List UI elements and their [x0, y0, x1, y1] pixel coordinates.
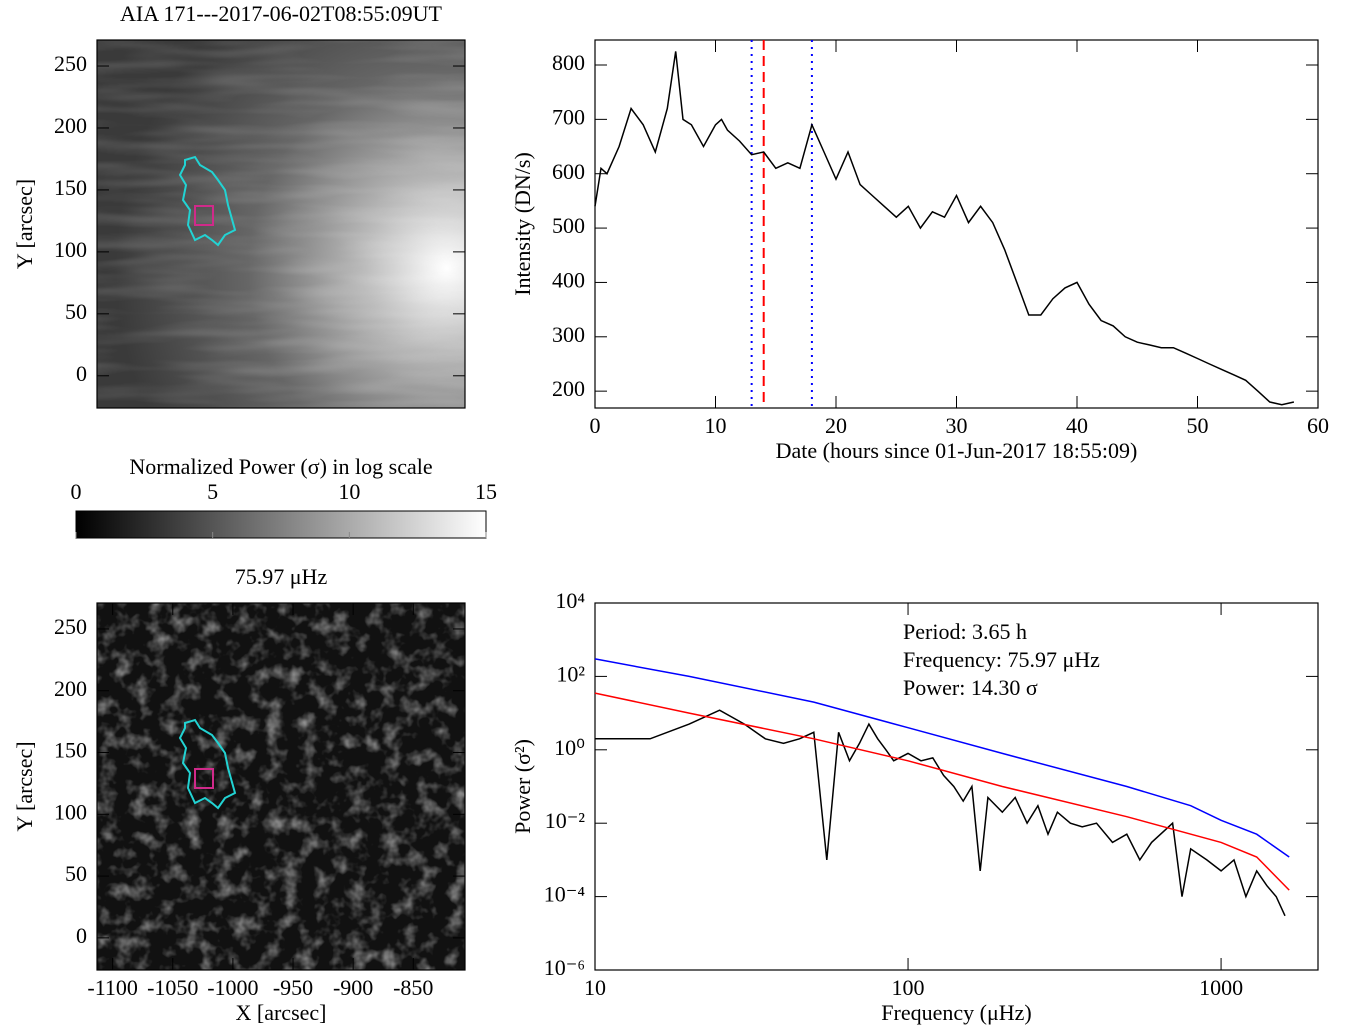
y-tick-label: 250: [54, 614, 87, 639]
region-overlay: [178, 155, 237, 247]
y-tick-label: 700: [552, 104, 585, 129]
x-tick-label: 10: [705, 413, 727, 438]
contour: [178, 155, 237, 247]
box: [194, 768, 214, 789]
y-axis-label: Intensity (DN/s): [510, 152, 535, 296]
y-tick-label: 10⁻⁶: [544, 955, 585, 980]
x-tick-label: 0: [590, 413, 601, 438]
y-tick-label: 200: [552, 376, 585, 401]
annotation: Frequency: 75.97 μHz: [903, 647, 1100, 672]
x-tick-label: 1000: [1199, 975, 1243, 1000]
y-tick-label: 200: [54, 676, 87, 701]
colorbar-tick-label: 15: [475, 479, 497, 504]
image-texture: [97, 40, 465, 408]
y-tick-label: 10⁻⁴: [544, 882, 586, 907]
y-tick-label: 150: [54, 738, 87, 763]
y-tick-label: 10⁴: [555, 588, 585, 613]
y-axis-label: Y [arcsec]: [12, 179, 37, 269]
x-tick-label: 10: [584, 975, 606, 1000]
frame: [594, 39, 1319, 409]
y-tick-label: 150: [54, 175, 87, 200]
y-tick-label: 50: [65, 861, 87, 886]
x-tick-label: -850: [393, 975, 433, 1000]
colorbar: [75, 510, 487, 539]
panel-title: 75.97 μHz: [235, 564, 328, 589]
x-tick-label: -950: [273, 975, 313, 1000]
y-tick-label: 100: [54, 237, 87, 262]
y-tick-label: 500: [552, 213, 585, 238]
y-tick-label: 10²: [556, 661, 585, 686]
x-tick-label: -900: [333, 975, 373, 1000]
x-tick-label: -1100: [87, 975, 138, 1000]
data-line: [594, 658, 1290, 858]
panel-title: AIA 171---2017-06-02T08:55:09UT: [120, 1, 443, 26]
y-tick-label: 600: [552, 159, 585, 184]
y-tick-label: 300: [552, 322, 585, 347]
x-tick-label: 20: [825, 413, 847, 438]
y-tick-label: 10⁻²: [545, 808, 586, 833]
region-overlay: [178, 718, 237, 810]
colorbar-tick-label: 0: [71, 479, 82, 504]
y-axis-label: Y [arcsec]: [12, 741, 37, 831]
y-tick-label: 0: [76, 361, 87, 386]
x-tick-label: -1050: [147, 975, 198, 1000]
y-tick-label: 400: [552, 267, 585, 292]
contour: [178, 718, 237, 810]
y-tick-label: 10⁰: [554, 735, 585, 760]
colorbar-title: Normalized Power (σ) in log scale: [129, 454, 432, 479]
y-tick-label: 100: [54, 799, 87, 824]
y-tick-label: 200: [54, 113, 87, 138]
y-tick-label: 0: [76, 923, 87, 948]
x-tick-label: -1000: [207, 975, 258, 1000]
x-tick-label: 100: [892, 975, 925, 1000]
x-tick-label: 30: [946, 413, 968, 438]
y-tick-label: 250: [54, 51, 87, 76]
x-tick-label: 40: [1066, 413, 1088, 438]
frame: [96, 39, 466, 409]
y-tick-label: 50: [65, 299, 87, 324]
y-axis-label: Power (σ²): [510, 739, 535, 834]
colorbar-tick-label: 10: [338, 479, 360, 504]
frame: [96, 602, 466, 971]
x-tick-label: 60: [1307, 413, 1329, 438]
box: [194, 205, 214, 226]
y-tick-label: 800: [552, 50, 585, 75]
data-line: [594, 51, 1295, 406]
annotation: Period: 3.65 h: [903, 619, 1027, 644]
image-texture: [97, 603, 465, 970]
data-line: [595, 709, 1286, 917]
x-axis-label: Date (hours since 01-Jun-2017 18:55:09): [776, 438, 1138, 463]
colorbar-tick-label: 5: [207, 479, 218, 504]
x-axis-label: Frequency (μHz): [881, 1000, 1031, 1025]
x-axis-label: X [arcsec]: [236, 1000, 327, 1025]
x-tick-label: 50: [1187, 413, 1209, 438]
data-line: [594, 692, 1290, 891]
frame: [594, 602, 1319, 971]
annotation: Power: 14.30 σ: [903, 675, 1038, 700]
